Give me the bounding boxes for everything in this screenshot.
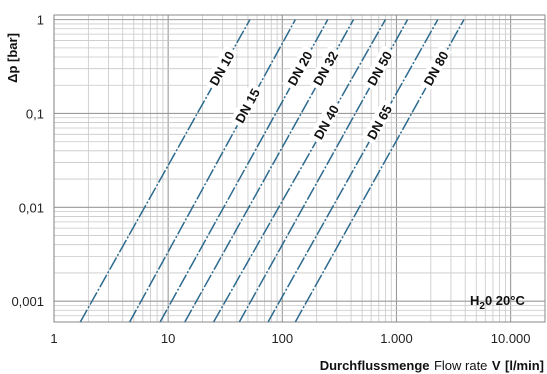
x-axis-label-symbol: V	[492, 358, 501, 373]
x-axis-label-en: Flow rate	[434, 358, 487, 373]
medium-note-rest: 0 20°C	[485, 293, 526, 308]
series-lines	[79, 19, 465, 323]
x-tick-label: 100	[271, 331, 293, 346]
series-line	[129, 19, 296, 323]
medium-note-sub: 2	[479, 301, 485, 312]
plot-frame	[53, 14, 546, 323]
y-tick-label: 0,01	[19, 200, 44, 215]
x-tick-label: 1	[50, 331, 57, 346]
series-label-bg	[361, 45, 396, 91]
x-axis-label: Durchflussmenge Flow rate V [l/min]	[320, 357, 544, 374]
series-label-bg	[308, 98, 343, 145]
series-label-bg	[229, 82, 263, 128]
series-line	[212, 19, 387, 323]
medium-note-base: H	[470, 293, 479, 308]
y-tick-label: 0,1	[26, 106, 44, 121]
y-tick-labels: 0,001 0,01 0,1 1	[11, 13, 44, 310]
series-label-bg	[307, 45, 342, 91]
x-tick-label: 10	[161, 331, 175, 346]
series-label-bg	[418, 45, 452, 91]
x-axis-label-de: Durchflussmenge	[320, 358, 430, 373]
series-line	[267, 19, 439, 323]
x-tick-label: 10.000	[491, 331, 531, 346]
series-label-bg	[281, 45, 316, 91]
x-tick-label: 1.000	[380, 331, 413, 346]
series-label-bg	[203, 45, 238, 91]
y-tick-label: 0,001	[11, 294, 44, 309]
y-tick-label: 1	[37, 13, 44, 28]
series-label-bg	[361, 98, 396, 145]
x-axis-label-unit: [l/min]	[505, 358, 544, 373]
medium-note: H20 20°C	[470, 293, 525, 312]
x-tick-labels: 1 10 100 1.000 10.000	[50, 331, 530, 346]
y-axis-label: Δp [bar]	[5, 33, 20, 83]
